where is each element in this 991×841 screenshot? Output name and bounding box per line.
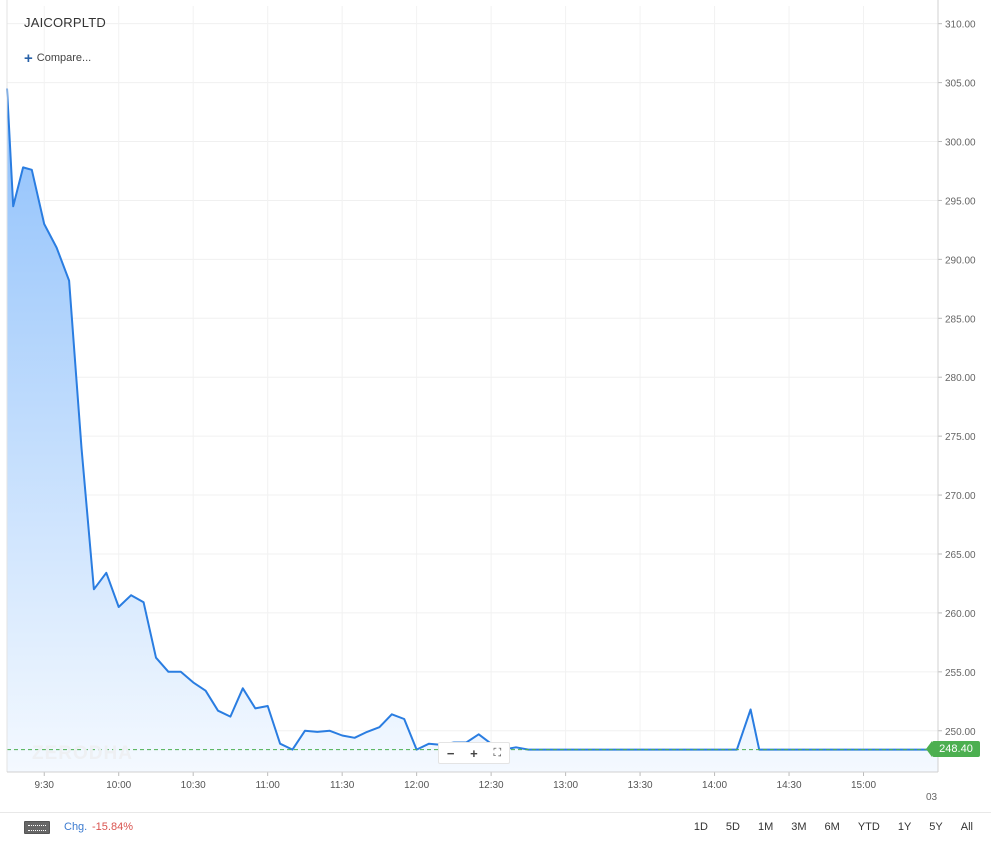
range-ytd[interactable]: YTD bbox=[857, 821, 880, 833]
y-tick-label: 255.00 bbox=[945, 668, 976, 679]
range-all[interactable]: All bbox=[960, 821, 973, 833]
x-tick-label: 11:30 bbox=[330, 780, 355, 791]
compare-button[interactable]: + Compare... bbox=[24, 49, 92, 67]
plus-icon: + bbox=[24, 49, 33, 67]
y-tick-label: 270.00 bbox=[945, 491, 976, 502]
price-chart[interactable]: 250.00 255.00 260.00 265.00 270.00 275.00 280.… bbox=[0, 0, 991, 812]
range-5y[interactable]: 5Y bbox=[929, 821, 943, 833]
range-5d[interactable]: 5D bbox=[725, 821, 740, 833]
x-tick-label: 10:00 bbox=[106, 780, 131, 791]
y-tick-label: 310.00 bbox=[945, 20, 976, 31]
range-6m[interactable]: 6M bbox=[824, 821, 840, 833]
range-3m[interactable]: 3M bbox=[791, 821, 807, 833]
price-area bbox=[7, 88, 938, 772]
y-tick-label: 280.00 bbox=[945, 373, 976, 384]
change-label: Chg. bbox=[64, 821, 88, 833]
x-axis-date-label: 03 bbox=[926, 792, 938, 803]
x-tick-label: 14:30 bbox=[777, 780, 802, 791]
x-tick-label: 14:00 bbox=[702, 780, 727, 791]
symbol-title: JAICORPLTD bbox=[24, 15, 106, 30]
x-tick-label: 11:00 bbox=[256, 780, 281, 791]
range-1m[interactable]: 1M bbox=[757, 821, 774, 833]
y-tick-label: 275.00 bbox=[945, 432, 976, 443]
y-tick-label: 300.00 bbox=[945, 138, 976, 149]
x-tick-label: 12:00 bbox=[404, 780, 429, 791]
zoom-controls: − + ⛶ bbox=[438, 742, 510, 764]
y-tick-label: 265.00 bbox=[945, 550, 976, 561]
range-selector: 1D 5D 1M 3M 6M YTD 1Y 5Y All bbox=[676, 821, 973, 833]
x-tick-label: 15:00 bbox=[851, 780, 876, 791]
zerodha-watermark: ZERODHA bbox=[32, 743, 133, 764]
y-tick-label: 305.00 bbox=[945, 79, 976, 90]
axes: 250.00 255.00 260.00 265.00 270.00 275.00 280.… bbox=[6, 0, 976, 791]
chart-footer: Chg. -15.84% 1D 5D 1M 3M 6M YTD 1Y 5Y Al… bbox=[0, 812, 991, 841]
fit-screen-icon[interactable]: ⛶ bbox=[493, 746, 502, 759]
series-area bbox=[7, 88, 938, 772]
current-price-badge: 248.40 bbox=[926, 741, 980, 757]
range-1y[interactable]: 1Y bbox=[897, 821, 912, 833]
y-tick-label: 250.00 bbox=[945, 727, 976, 738]
range-1d[interactable]: 1D bbox=[693, 821, 708, 833]
x-tick-label: 10:30 bbox=[181, 780, 206, 791]
x-tick-label: 13:30 bbox=[628, 780, 653, 791]
y-tick-label: 290.00 bbox=[945, 255, 976, 266]
chart-area[interactable]: 250.00 255.00 260.00 265.00 270.00 275.00 280.… bbox=[0, 0, 991, 812]
keyboard-icon[interactable] bbox=[24, 821, 50, 834]
compare-label: Compare... bbox=[36, 52, 92, 64]
zoom-out-button[interactable]: − bbox=[446, 745, 455, 761]
change-value: -15.84% bbox=[92, 821, 133, 833]
zoom-in-button[interactable]: + bbox=[470, 745, 478, 761]
y-tick-label: 260.00 bbox=[945, 609, 976, 620]
x-tick-label: 13:00 bbox=[553, 780, 578, 791]
x-tick-label: 9:30 bbox=[35, 780, 55, 791]
y-tick-label: 285.00 bbox=[945, 314, 976, 325]
x-tick-label: 12:30 bbox=[479, 780, 504, 791]
y-tick-label: 295.00 bbox=[945, 196, 976, 207]
